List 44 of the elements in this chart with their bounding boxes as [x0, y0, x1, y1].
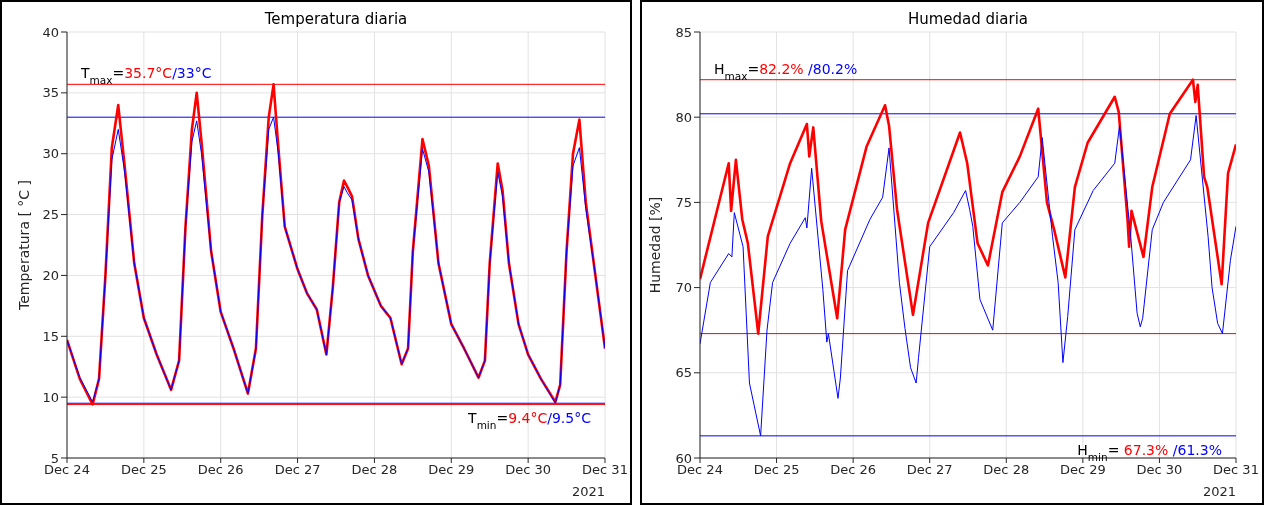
x-tick-label: Dec 27 [906, 462, 953, 478]
ref-line-label: 9.4°C [508, 410, 548, 427]
y-tick-label: 20 [42, 268, 59, 284]
ref-line-label: 35.7°C [124, 65, 173, 82]
text: 2021 [571, 484, 605, 499]
x-tick-label: Dec 31 [582, 462, 628, 478]
x-tick-label: Dec 29 [428, 462, 475, 478]
annotation: T$_{max}$= [80, 65, 125, 87]
y-axis-title: Temperatura [ °C ] [16, 179, 32, 312]
y-tick-label: 35 [42, 85, 59, 101]
y-tick-label: 65 [675, 365, 692, 381]
x-tick-label: Dec 26 [830, 462, 877, 478]
ref-line-label: /33°C [172, 65, 212, 82]
x-tick-label: Dec 30 [505, 462, 552, 478]
x-tick-label: Dec 27 [274, 462, 321, 478]
ref-line-label: /80.2% [803, 60, 858, 77]
y-tick-label: 80 [675, 109, 692, 125]
ref-line-label: 67.3% [1119, 441, 1169, 458]
annotation: T$_{min}$= [467, 410, 509, 432]
x-tick-label: Dec 31 [1213, 462, 1259, 478]
text: 2021 [1202, 484, 1236, 499]
ref-line-label: 82.2% [759, 60, 804, 77]
x-tick-label: Dec 28 [983, 462, 1030, 478]
x-tick-label: Dec 29 [1059, 462, 1106, 478]
x-tick-label: Dec 26 [197, 462, 244, 478]
ref-line-label: /9.5°C [547, 410, 592, 427]
x-tick-label: Dec 28 [351, 462, 398, 478]
y-tick-label: 75 [675, 195, 692, 211]
y-tick-label: 10 [42, 389, 59, 405]
y-tick-label: 25 [42, 207, 59, 223]
chart-title: Temperatura diaria [263, 10, 408, 28]
y-tick-label: 15 [42, 328, 59, 344]
annotation: H$_{max}$= [714, 60, 760, 82]
y-axis-title: Humedad [%] [647, 196, 663, 294]
x-tick-label: Dec 25 [120, 462, 167, 478]
y-tick-label: 70 [675, 280, 692, 296]
y-tick-label: 30 [42, 146, 59, 162]
x-tick-label: Dec 25 [753, 462, 800, 478]
chart-title: Humedad diaria [907, 10, 1029, 28]
y-tick-label: 85 [675, 24, 692, 40]
x-tick-label: Dec 30 [1136, 462, 1183, 478]
annotation: H$_{min}$= [1077, 441, 1120, 463]
y-tick-label: 40 [42, 24, 59, 40]
ref-line-label: /61.3% [1168, 441, 1222, 458]
